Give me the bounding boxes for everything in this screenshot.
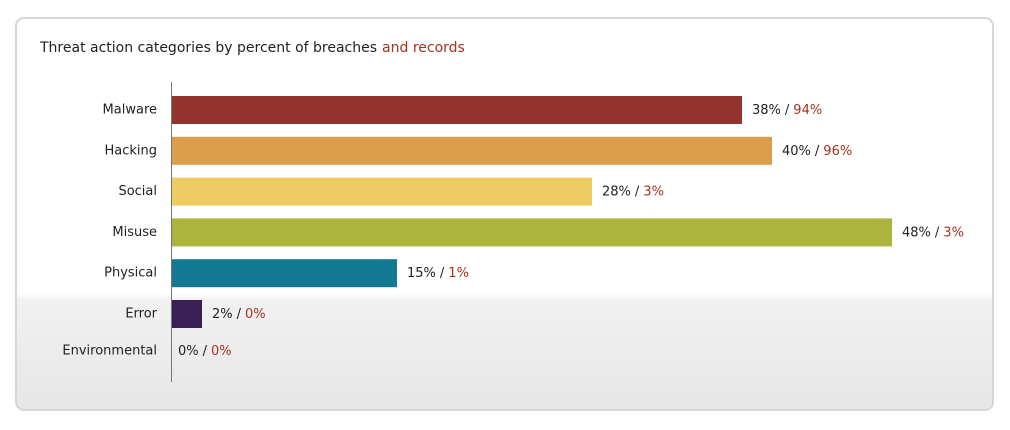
records-label: 3%	[943, 225, 964, 240]
y-tick-label: Social	[118, 184, 157, 199]
label-separator: /	[785, 103, 790, 118]
breach-label: 0%	[178, 344, 199, 359]
records-label: 96%	[823, 143, 852, 158]
bar	[172, 136, 772, 165]
y-tick-label: Physical	[104, 266, 157, 281]
value-label: 15% /1%	[407, 266, 469, 281]
label-separator: /	[237, 307, 242, 322]
breach-label: 48%	[902, 225, 931, 240]
breach-label: 40%	[782, 143, 811, 158]
chart-title: Threat action categories by percent of b…	[39, 40, 465, 56]
breach-label: 38%	[752, 103, 781, 118]
label-separator: /	[635, 184, 640, 199]
records-label: 1%	[448, 266, 469, 281]
title-main: Threat action categories by percent of b…	[39, 40, 377, 56]
records-label: 0%	[211, 344, 232, 359]
title-highlight: and records	[382, 40, 465, 56]
label-separator: /	[203, 344, 208, 359]
value-label: 0%/0%	[178, 344, 232, 359]
breach-label: 28%	[602, 184, 631, 199]
records-label: 94%	[793, 103, 822, 118]
bar	[172, 300, 202, 328]
breach-label: 2%	[212, 307, 233, 322]
bar	[172, 177, 592, 206]
bar	[172, 259, 397, 288]
records-label: 3%	[643, 184, 664, 199]
value-label: 2% /0%	[212, 307, 266, 322]
records-label: 0%	[245, 307, 266, 322]
value-label: 28% /3%	[602, 184, 664, 199]
value-label: 48% /3%	[902, 225, 964, 240]
bar	[172, 96, 742, 124]
value-label: 38% /94%	[752, 103, 822, 118]
y-tick-label: Malware	[103, 103, 157, 118]
y-tick-label: Hacking	[104, 143, 157, 158]
breach-label: 15%	[407, 266, 436, 281]
label-separator: /	[440, 266, 445, 281]
y-tick-label: Misuse	[112, 225, 157, 240]
y-tick-label: Environmental	[62, 344, 157, 359]
card	[15, 17, 994, 411]
value-label: 40% /96%	[782, 143, 852, 158]
label-separator: /	[815, 143, 820, 158]
bar	[172, 218, 892, 247]
y-tick-label: Error	[125, 307, 157, 322]
label-separator: /	[935, 225, 940, 240]
